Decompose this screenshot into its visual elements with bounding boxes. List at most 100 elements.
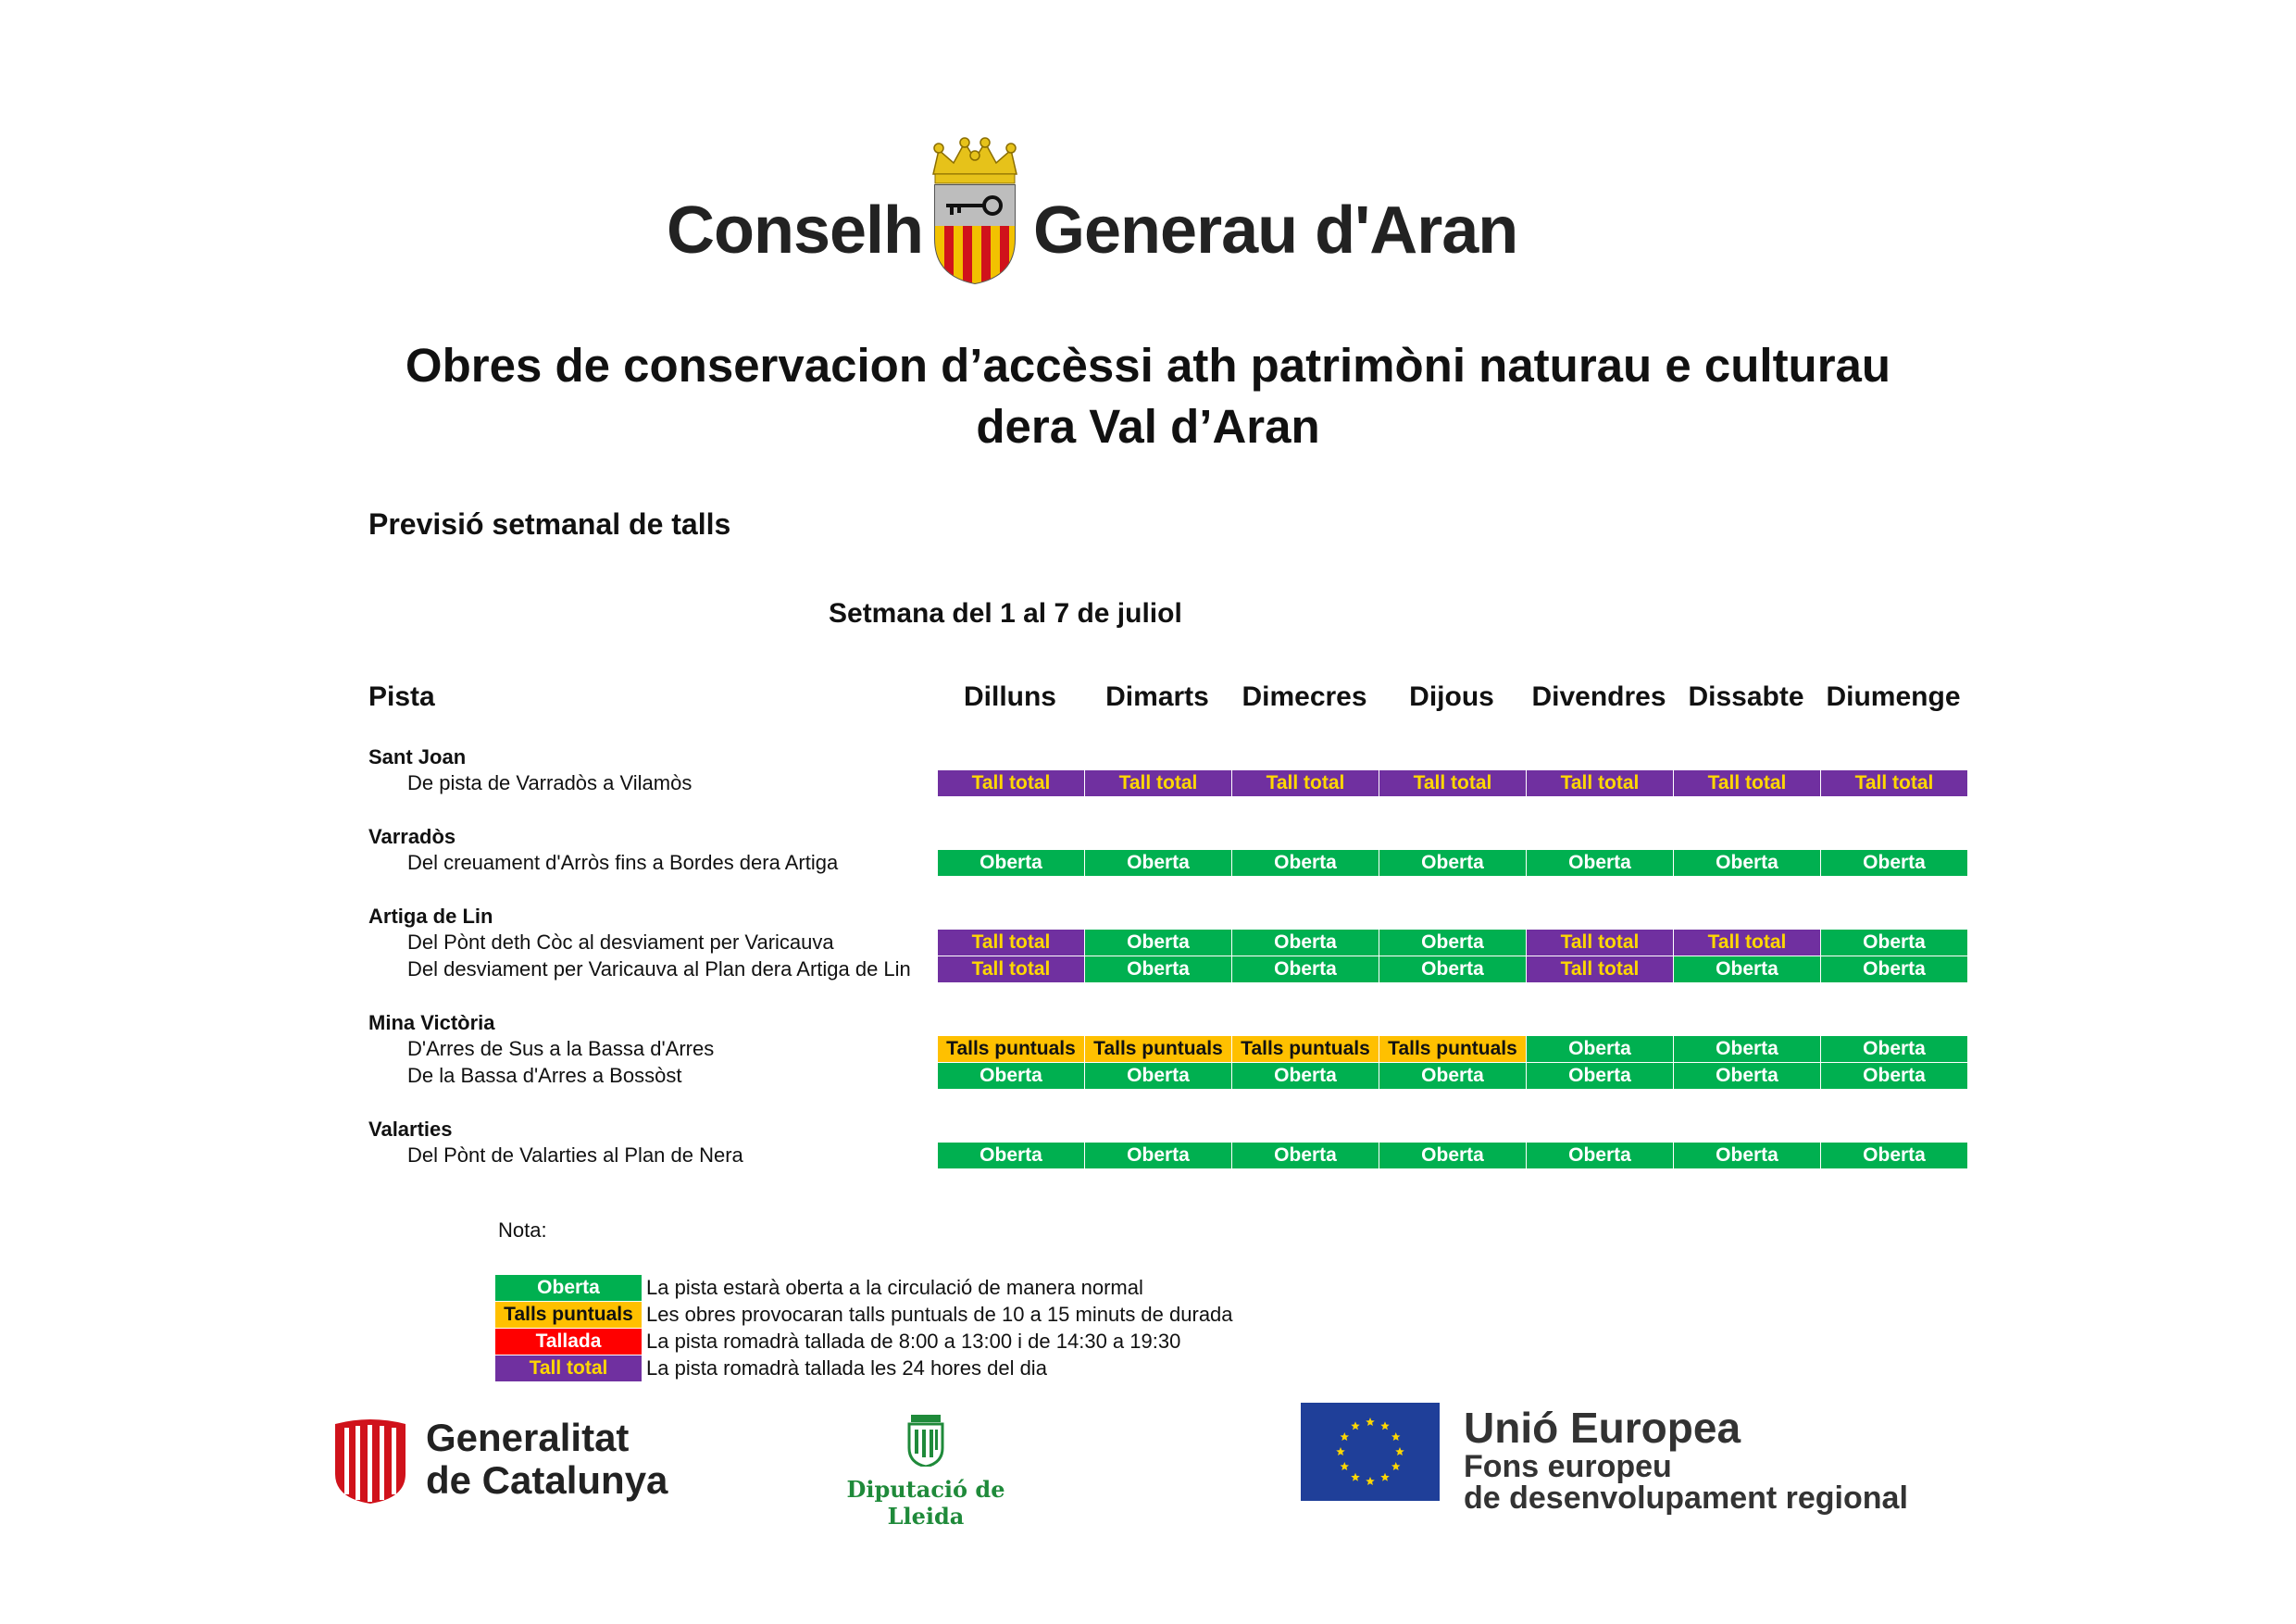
org-name-left: Conselh bbox=[667, 194, 924, 268]
eu-line-1: Unió Europea bbox=[1464, 1404, 1741, 1452]
generalitat-de-catalunya-logo: Generalitat de Catalunya bbox=[333, 1417, 704, 1509]
unio-europea-logo: Unió Europea Fons europeu de desenvolupa… bbox=[1301, 1403, 2004, 1516]
day-header: Dimarts bbox=[1105, 681, 1209, 712]
title-line-2: dera Val d’Aran bbox=[976, 400, 1320, 453]
legend-swatch: Talls puntuals bbox=[495, 1302, 642, 1328]
status-cell: Oberta bbox=[1821, 1143, 1967, 1168]
status-cell: Oberta bbox=[1821, 1036, 1967, 1062]
status-cell: Oberta bbox=[1232, 1063, 1379, 1089]
day-header: Dissabte bbox=[1688, 681, 1804, 712]
status-cell: Tall total bbox=[938, 930, 1084, 956]
pista-segment-name: De la Bassa d'Arres a Bossòst bbox=[407, 1064, 682, 1087]
section-heading: Previsió setmanal de talls bbox=[368, 507, 731, 541]
week-label: Setmana del 1 al 7 de juliol bbox=[829, 598, 1182, 629]
eu-line-3: de desenvolupament regional bbox=[1464, 1480, 1908, 1516]
day-header: Dilluns bbox=[963, 681, 1056, 712]
day-header: Divendres bbox=[1531, 681, 1666, 712]
status-cell: Oberta bbox=[1379, 850, 1526, 876]
pista-group-name: Sant Joan bbox=[368, 745, 467, 768]
pista-segment-name: Del Pònt deth Còc al desviament per Vari… bbox=[407, 931, 834, 954]
status-cell: Talls puntuals bbox=[938, 1036, 1084, 1062]
status-cell: Oberta bbox=[1821, 956, 1967, 982]
status-cell: Oberta bbox=[1527, 1143, 1673, 1168]
generalitat-emblem-icon bbox=[335, 1419, 406, 1504]
pista-segment-name: Del creuament d'Arròs fins a Bordes dera… bbox=[407, 851, 839, 874]
status-cell: Oberta bbox=[1527, 1036, 1673, 1062]
pista-segment-name: Del desviament per Varicauva al Plan der… bbox=[407, 957, 911, 981]
document-title: Obres de conservacion d’accèssi ath patr… bbox=[0, 335, 2296, 457]
status-cell: Tall total bbox=[1821, 770, 1967, 796]
pista-group-name: Mina Victòria bbox=[368, 1011, 495, 1034]
day-header: Dijous bbox=[1409, 681, 1494, 712]
pista-segment-name: De pista de Varradòs a Vilamòs bbox=[407, 771, 693, 794]
diputacio-name: Diputació de Lleida bbox=[846, 1476, 1005, 1530]
status-cell: Tall total bbox=[1527, 930, 1673, 956]
status-cell: Tall total bbox=[1379, 770, 1526, 796]
status-cell: Oberta bbox=[1379, 1063, 1526, 1089]
eu-star-icon bbox=[1391, 1432, 1401, 1442]
eu-star-icon bbox=[1380, 1472, 1390, 1481]
status-cell: Tall total bbox=[938, 770, 1084, 796]
title-line-1: Obres de conservacion d’accèssi ath patr… bbox=[405, 339, 1891, 392]
gencat-line-1: Generalitat bbox=[426, 1416, 630, 1459]
status-cell: Oberta bbox=[1821, 930, 1967, 956]
status-cell: Oberta bbox=[1085, 956, 1231, 982]
status-cell: Oberta bbox=[1527, 850, 1673, 876]
pista-group-name: Valarties bbox=[368, 1118, 453, 1141]
status-cell: Tall total bbox=[1674, 930, 1820, 956]
eu-star-icon bbox=[1380, 1421, 1390, 1430]
eu-star-icon bbox=[1366, 1418, 1375, 1427]
status-cell: Tall total bbox=[1527, 956, 1673, 982]
legend-swatch: Oberta bbox=[495, 1275, 642, 1301]
eu-star-icon bbox=[1340, 1462, 1350, 1471]
legend-swatch: Tall total bbox=[495, 1355, 642, 1381]
legend-description: Les obres provocaran talls puntuals de 1… bbox=[646, 1303, 1233, 1326]
status-cell: Oberta bbox=[1232, 956, 1379, 982]
status-cell: Oberta bbox=[1674, 850, 1820, 876]
status-cell: Oberta bbox=[1232, 1143, 1379, 1168]
status-cell: Oberta bbox=[1674, 1036, 1820, 1062]
legend-description: La pista romadrà tallada les 24 hores de… bbox=[646, 1356, 1047, 1380]
pista-segment-name: Del Pònt de Valarties al Plan de Nera bbox=[407, 1143, 743, 1167]
diputacio-de-lleida-logo: Diputació de Lleida bbox=[805, 1407, 1046, 1530]
eu-star-icon bbox=[1336, 1447, 1345, 1456]
status-cell: Oberta bbox=[1379, 956, 1526, 982]
status-cell: Oberta bbox=[1821, 1063, 1967, 1089]
day-header: Diumenge bbox=[1826, 681, 1961, 712]
status-cell: Oberta bbox=[1085, 1063, 1231, 1089]
pista-group-name: Artiga de Lin bbox=[368, 905, 493, 928]
status-cell: Talls puntuals bbox=[1232, 1036, 1379, 1062]
nota-label: Nota: bbox=[498, 1218, 547, 1242]
status-cell: Tall total bbox=[1527, 770, 1673, 796]
status-cell: Tall total bbox=[938, 956, 1084, 982]
legend-description: La pista estarà oberta a la circulació d… bbox=[646, 1276, 1143, 1299]
status-cell: Oberta bbox=[1527, 1063, 1673, 1089]
status-cell: Oberta bbox=[1085, 850, 1231, 876]
status-cell: Tall total bbox=[1674, 770, 1820, 796]
status-cell: Oberta bbox=[938, 1063, 1084, 1089]
status-cell: Oberta bbox=[1674, 956, 1820, 982]
org-name-right: Generau d'Aran bbox=[1033, 194, 1518, 268]
column-header-pista: Pista bbox=[368, 681, 435, 712]
pista-group-name: Varradòs bbox=[368, 825, 456, 848]
pista-segment-name: D'Arres de Sus a la Bassa d'Arres bbox=[407, 1037, 715, 1060]
day-header: Dimecres bbox=[1242, 681, 1367, 712]
diputacio-emblem-icon bbox=[907, 1415, 944, 1467]
status-cell: Oberta bbox=[938, 1143, 1084, 1168]
status-cell: Oberta bbox=[1379, 930, 1526, 956]
conselh-generau-logo: Conselh Generau d'Aran bbox=[667, 137, 1518, 294]
eu-star-icon bbox=[1366, 1477, 1375, 1486]
eu-flag-icon bbox=[1301, 1403, 1440, 1501]
eu-star-icon bbox=[1351, 1472, 1360, 1481]
gencat-line-2: de Catalunya bbox=[426, 1458, 668, 1502]
status-cell: Oberta bbox=[1232, 930, 1379, 956]
eu-line-2: Fons europeu bbox=[1464, 1449, 1672, 1484]
legend-description: La pista romadrà tallada de 8:00 a 13:00… bbox=[646, 1330, 1181, 1353]
status-cell: Talls puntuals bbox=[1379, 1036, 1526, 1062]
status-cell: Oberta bbox=[938, 850, 1084, 876]
eu-star-icon bbox=[1395, 1447, 1404, 1456]
status-cell: Oberta bbox=[1085, 1143, 1231, 1168]
status-cell: Oberta bbox=[1821, 850, 1967, 876]
aran-coat-of-arms-icon bbox=[932, 137, 1017, 285]
legend-swatch: Tallada bbox=[495, 1329, 642, 1355]
